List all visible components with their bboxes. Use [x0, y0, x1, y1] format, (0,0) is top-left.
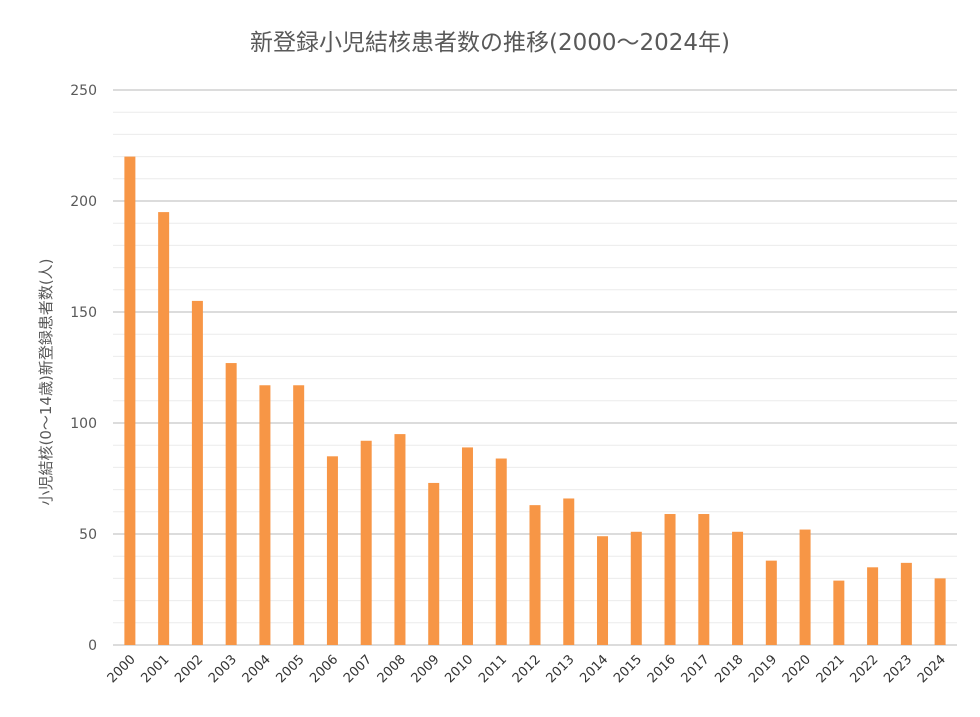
y-tick-label: 100 [70, 416, 97, 432]
x-tick-label: 2024 [915, 652, 949, 686]
x-tick-label: 2010 [442, 652, 476, 686]
gridlines [113, 89, 957, 646]
x-tick-label: 2018 [712, 652, 746, 686]
x-tick-label: 2002 [172, 652, 206, 686]
x-tick-label: 2004 [240, 652, 274, 686]
x-tick-label: 2015 [611, 652, 645, 686]
x-tick-label: 2022 [847, 652, 881, 686]
bar-2019 [765, 560, 777, 645]
x-tick-label: 2007 [341, 652, 375, 686]
x-tick-label: 2019 [746, 652, 780, 686]
y-tick-label: 250 [70, 83, 97, 99]
x-tick-label: 2008 [375, 652, 409, 686]
bar-2017 [698, 514, 710, 645]
y-axis-ticks: 0 50 100 150 200 250 [70, 83, 97, 654]
x-axis-ticks: 2000 2001 2002 2003 2004 2005 2006 2007 2008 2009… [105, 652, 949, 686]
y-tick-label: 50 [79, 527, 97, 543]
x-tick-label: 2005 [274, 652, 308, 686]
bar-2018 [732, 531, 744, 645]
bar-2023 [900, 562, 912, 645]
bar-2012 [529, 505, 541, 645]
x-tick-label: 2017 [679, 652, 713, 686]
bar-2002 [191, 300, 203, 645]
bar-2024 [934, 578, 946, 645]
y-tick-label: 0 [88, 638, 97, 654]
bar-2000 [124, 156, 136, 645]
bar-2004 [259, 385, 271, 645]
bar-2009 [428, 482, 440, 645]
x-tick-label: 2009 [409, 652, 443, 686]
x-tick-label: 2021 [814, 652, 848, 686]
bar-2010 [461, 447, 473, 645]
bar-2008 [394, 434, 406, 645]
bar-2003 [225, 363, 237, 645]
x-tick-label: 2006 [307, 652, 341, 686]
x-tick-label: 2012 [510, 652, 544, 686]
x-tick-label: 2013 [544, 652, 578, 686]
x-tick-label: 2000 [105, 652, 139, 686]
x-tick-label: 2001 [138, 652, 172, 686]
x-tick-label: 2014 [577, 652, 611, 686]
bar-2006 [326, 456, 338, 645]
bar-2020 [799, 529, 811, 645]
chart-title: 新登録小児結核患者数の推移(2000～2024年) [250, 30, 730, 56]
y-axis-label: 小児結核(0～14歳)新登録患者数(人) [37, 258, 55, 505]
x-tick-label: 2020 [780, 652, 814, 686]
bar-2005 [293, 385, 305, 645]
bar-2011 [495, 458, 507, 645]
bar-2014 [597, 536, 609, 645]
x-tick-label: 2011 [476, 652, 510, 686]
y-tick-label: 150 [70, 305, 97, 321]
bar-2001 [158, 212, 170, 645]
x-tick-label: 2016 [645, 652, 679, 686]
x-tick-label: 2003 [206, 652, 240, 686]
bar-2022 [867, 567, 879, 645]
bar-2016 [664, 514, 676, 645]
y-tick-label: 200 [70, 194, 97, 210]
bar-2015 [630, 531, 642, 645]
x-tick-label: 2023 [881, 652, 915, 686]
bar-2007 [360, 440, 372, 645]
bars [124, 156, 946, 645]
bar-2021 [833, 580, 845, 645]
bar-2013 [563, 498, 575, 645]
